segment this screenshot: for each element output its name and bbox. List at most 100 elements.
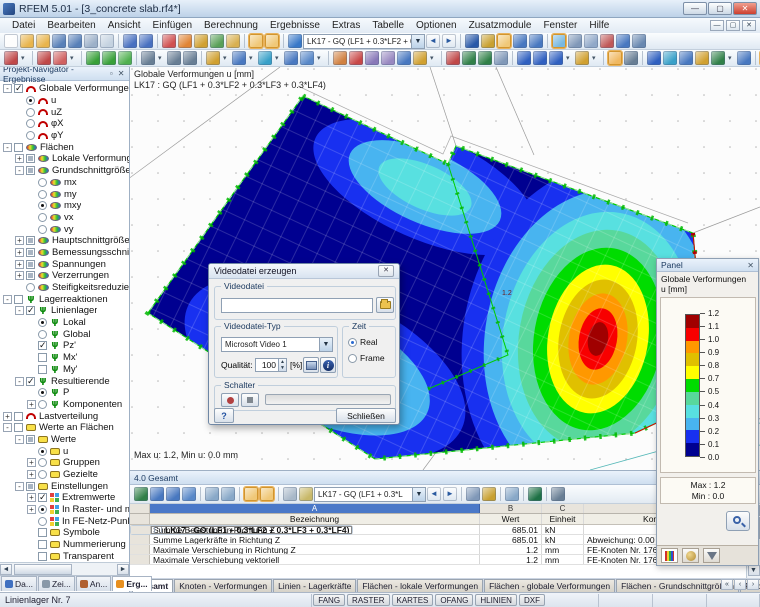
tree-item-control[interactable] [26, 259, 35, 269]
table-next-button[interactable]: ► [443, 487, 457, 501]
toolbar-icon[interactable] [226, 34, 240, 48]
toolbar-icon[interactable] [178, 34, 192, 48]
panel-titlebar[interactable]: Panel ✕ [657, 259, 758, 272]
scroll-right-icon[interactable]: ► [117, 563, 129, 575]
tree-item[interactable]: Verzerrungen [0, 270, 129, 282]
tree-item-control[interactable] [14, 83, 23, 94]
toolbar-icon[interactable] [118, 51, 132, 65]
table-toolbar-icon[interactable] [466, 487, 480, 501]
panel-tab-colorscale[interactable] [661, 548, 678, 563]
scrollbar-thumb[interactable] [14, 563, 72, 575]
navigator-hscrollbar[interactable]: ◄ ► [0, 562, 129, 575]
tree-item[interactable]: φX [0, 118, 129, 130]
quality-input[interactable] [255, 358, 279, 372]
tree-item-control[interactable] [38, 201, 47, 211]
navigator-tab[interactable]: Erg... [112, 576, 152, 591]
tree-item[interactable]: mx [0, 177, 129, 189]
expand-toggle-icon[interactable] [27, 493, 36, 503]
toolbar-icon[interactable] [141, 51, 155, 65]
toolbar-icon[interactable] [86, 51, 100, 65]
toolbar-icon[interactable] [206, 51, 220, 65]
tree-item-control[interactable] [14, 294, 23, 304]
tree-item[interactable]: Global [0, 328, 129, 340]
column-letter-b[interactable]: B [480, 504, 542, 513]
toolbar-icon[interactable] [513, 34, 527, 48]
tree-item[interactable]: Grundschnittgrößen [0, 165, 129, 177]
toolbar-icon[interactable] [20, 51, 28, 65]
tree-item-control[interactable] [26, 271, 35, 281]
expand-toggle-icon[interactable] [15, 306, 24, 316]
tree-item-control[interactable] [26, 305, 35, 316]
tree-item[interactable]: Einstellungen [0, 480, 129, 492]
table-toolbar-icon[interactable] [523, 487, 524, 501]
expand-toggle-icon[interactable] [27, 458, 36, 468]
toolbar-icon[interactable] [274, 51, 282, 65]
toolbar-icon[interactable] [465, 34, 479, 48]
table-toolbar-icon[interactable] [482, 487, 496, 501]
pin-icon[interactable]: ▫ [109, 69, 113, 78]
menu-item[interactable]: Optionen [416, 20, 457, 31]
table-toolbar-icon[interactable] [239, 487, 240, 501]
table-previous-button[interactable]: ◄ [427, 487, 441, 501]
expand-toggle-icon[interactable] [3, 142, 12, 152]
status-toggle-button[interactable]: KARTES [391, 594, 434, 606]
tree-item-control[interactable] [26, 119, 35, 129]
status-toggle-button[interactable]: FANG [313, 594, 346, 606]
tree-item[interactable]: Bemessungsschnittgrößen [0, 247, 129, 259]
tree-item-control[interactable] [26, 96, 35, 106]
panel-tab-factors[interactable] [682, 548, 699, 563]
tree-item-control[interactable] [38, 189, 47, 199]
tree-item-control[interactable] [14, 423, 23, 433]
toolbar-icon[interactable] [591, 51, 599, 65]
codec-info-button[interactable]: i [320, 357, 336, 373]
tree-item-control[interactable] [26, 107, 35, 117]
table-row[interactable]: -Summe Lagerkräfte in Richtung Z Summe L… [130, 535, 746, 545]
column-letter-a[interactable]: A [150, 504, 480, 513]
tree-item-control[interactable] [38, 224, 47, 234]
tree-item-control[interactable] [38, 551, 47, 561]
maximize-button[interactable]: ▢ [708, 2, 732, 15]
tree-item[interactable]: Globale Verformungen [0, 83, 129, 95]
tree-item[interactable]: Komponenten [0, 399, 129, 411]
status-toggle-button[interactable]: OFANG [435, 594, 474, 606]
close-icon[interactable]: ✕ [117, 69, 125, 78]
tree-item[interactable]: u [0, 445, 129, 457]
toolbar-icon[interactable] [68, 34, 82, 48]
expand-toggle-icon[interactable] [27, 505, 36, 515]
toolbar-icon[interactable] [222, 51, 230, 65]
tree-item[interactable]: Transparent [0, 551, 129, 563]
toolbar-icon[interactable] [663, 51, 677, 65]
toolbar-icon[interactable] [441, 51, 442, 65]
tree-item-control[interactable] [38, 492, 47, 503]
expand-toggle-icon[interactable] [15, 481, 24, 491]
video-file-input[interactable] [221, 298, 373, 313]
toolbar-icon[interactable] [136, 51, 137, 65]
menu-item[interactable]: Berechnung [204, 20, 258, 31]
toolbar-icon[interactable] [517, 51, 531, 65]
toolbar-icon[interactable] [258, 51, 272, 65]
table-toolbar-icon[interactable] [221, 487, 235, 501]
table-toolbar-icon[interactable] [299, 487, 313, 501]
table-toolbar-icon[interactable] [150, 487, 164, 501]
tree-item-control[interactable] [26, 283, 35, 293]
tree-item[interactable]: Spannungen [0, 258, 129, 270]
expand-toggle-icon[interactable] [15, 166, 24, 176]
toolbar-icon[interactable] [139, 34, 153, 48]
table-tab[interactable]: Flächen - globale Verformungen [484, 579, 616, 592]
toolbar-icon[interactable] [157, 34, 158, 48]
toolbar-icon[interactable] [413, 51, 427, 65]
tree-item-control[interactable] [26, 247, 35, 257]
tree-item[interactable]: In Raster- und manuell [0, 504, 129, 516]
toolbar-icon[interactable] [496, 33, 512, 49]
toolbar-icon[interactable] [603, 51, 604, 65]
table-toolbar-icon[interactable] [528, 487, 542, 501]
toolbar-icon[interactable] [288, 34, 302, 48]
table-tab[interactable]: Flächen - lokale Verformungen [357, 579, 484, 592]
previous-loadcase-button[interactable]: ◄ [426, 34, 440, 48]
tree-item-control[interactable] [26, 131, 35, 141]
next-loadcase-button[interactable]: ► [442, 34, 456, 48]
expand-toggle-icon[interactable] [15, 259, 24, 269]
toolbar-icon[interactable] [512, 51, 513, 65]
tree-item[interactable]: Extremwerte [0, 492, 129, 504]
toolbar-icon[interactable] [547, 34, 548, 48]
